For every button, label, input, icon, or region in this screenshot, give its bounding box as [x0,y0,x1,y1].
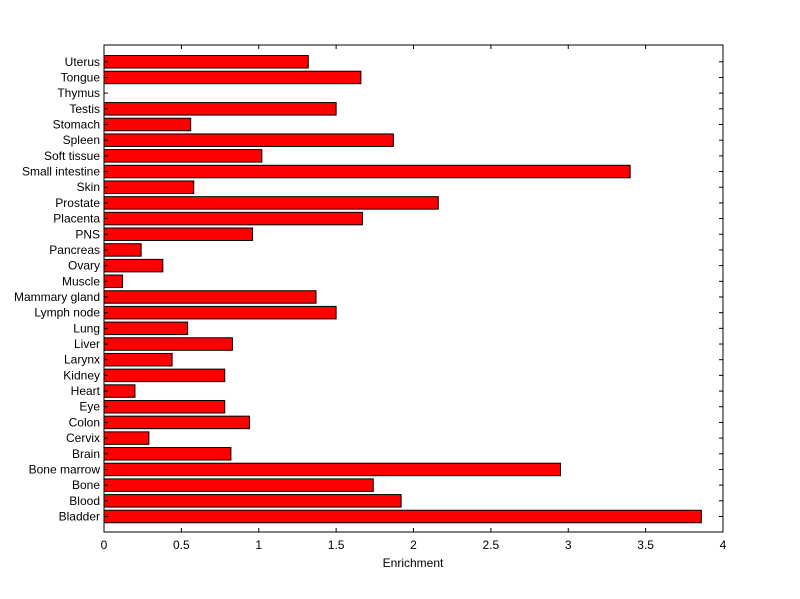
bar-pns [103,227,254,242]
y-tick-label: Cervix [66,431,100,445]
bar-kidney [103,368,226,383]
y-tick-label: Liver [74,337,100,351]
x-tick-label: 1 [255,538,262,552]
y-tick-label: Thymus [57,86,100,100]
y-tick-label: Blood [69,494,100,508]
y-tick-label: Tongue [61,70,101,84]
bar-bone [103,478,374,492]
bar-uterus [103,55,309,69]
y-tick-label: Mammary gland [14,290,100,304]
y-tick-label: Lung [73,321,100,335]
bar-cervix [103,431,150,445]
bar-ovary [103,258,164,273]
y-tick-label: Muscle [62,274,100,288]
x-tick-label: 4 [720,538,727,552]
y-tick-label: Ovary [68,259,100,273]
y-tick-label: Lymph node [34,306,100,320]
bar-tongue [103,70,362,85]
bar-heart [103,384,136,398]
y-tick-label: Bone marrow [29,462,101,476]
bar-prostate [103,196,439,210]
bar-bladder [103,509,702,524]
bar-blood [103,494,402,508]
x-tick-label: 0.5 [173,538,190,552]
bar-soft-tissue [103,149,263,163]
y-tick-label: Heart [71,384,101,398]
bar-stomach [103,117,192,132]
x-tick-label: 0 [101,538,108,552]
x-tick-label: 3.5 [637,538,654,552]
bar-lymph-node [103,305,337,320]
bar-liver [103,337,233,351]
bars-group [103,55,702,524]
y-tick-label: Colon [69,415,100,429]
y-tick-label: Placenta [53,212,100,226]
y-tick-label: Bladder [59,510,100,524]
y-tick-label: Pancreas [49,243,100,257]
y-tick-label: Small intestine [22,165,100,179]
y-tick-label: Bone [72,478,100,492]
y-tick-label: Soft tissue [44,149,100,163]
bar-bone-marrow [103,462,562,477]
y-tick-label: Larynx [64,353,100,367]
bar-pancreas [103,243,142,257]
x-tick-label: 3 [565,538,572,552]
bar-mammary-gland [103,290,317,304]
y-tick-label: Testis [69,102,100,116]
bar-small-intestine [103,164,631,179]
y-tick-label: Kidney [63,368,100,382]
y-tick-label: Brain [72,447,100,461]
x-tick-label: 2.5 [483,538,500,552]
bar-eye [103,399,226,414]
y-tick-label: Eye [79,400,100,414]
bar-colon [103,415,250,430]
y-tick-label: Stomach [53,118,100,132]
y-tick-label: Uterus [65,55,100,69]
y-tick-label: Skin [77,180,100,194]
bar-brain [103,447,232,461]
y-tick-label: PNS [75,227,100,241]
x-tick-label: 1.5 [328,538,345,552]
plot-frame [103,44,724,533]
y-tick-label: Spleen [63,133,100,147]
bar-placenta [103,211,363,226]
bar-skin [103,180,195,194]
x-tick-label: 2 [410,538,417,552]
bar-lung [103,321,189,336]
bar-testis [103,102,337,116]
x-axis-label: Enrichment [383,556,444,570]
y-tick-label: Prostate [55,196,100,210]
bar-larynx [103,352,173,367]
bar-spleen [103,133,394,147]
